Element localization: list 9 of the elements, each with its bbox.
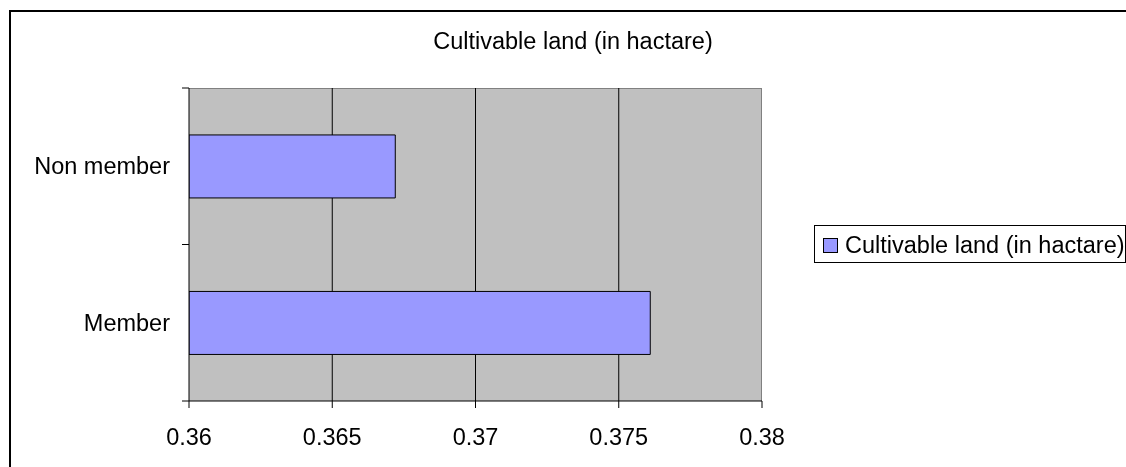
x-tick-label: 0.36 — [166, 423, 212, 450]
x-tick-label: 0.37 — [452, 423, 499, 450]
y-tick-label: Member — [83, 309, 171, 336]
x-tick-label: 0.375 — [589, 423, 649, 450]
y-tick-label: Non member — [34, 153, 171, 180]
legend-label: Cultivable land (in hactare) — [845, 232, 1125, 259]
x-tick-label: 0.365 — [302, 423, 362, 450]
chart-title: Cultivable land (in hactare) — [432, 28, 714, 55]
x-tick-label: 0.38 — [739, 423, 785, 450]
